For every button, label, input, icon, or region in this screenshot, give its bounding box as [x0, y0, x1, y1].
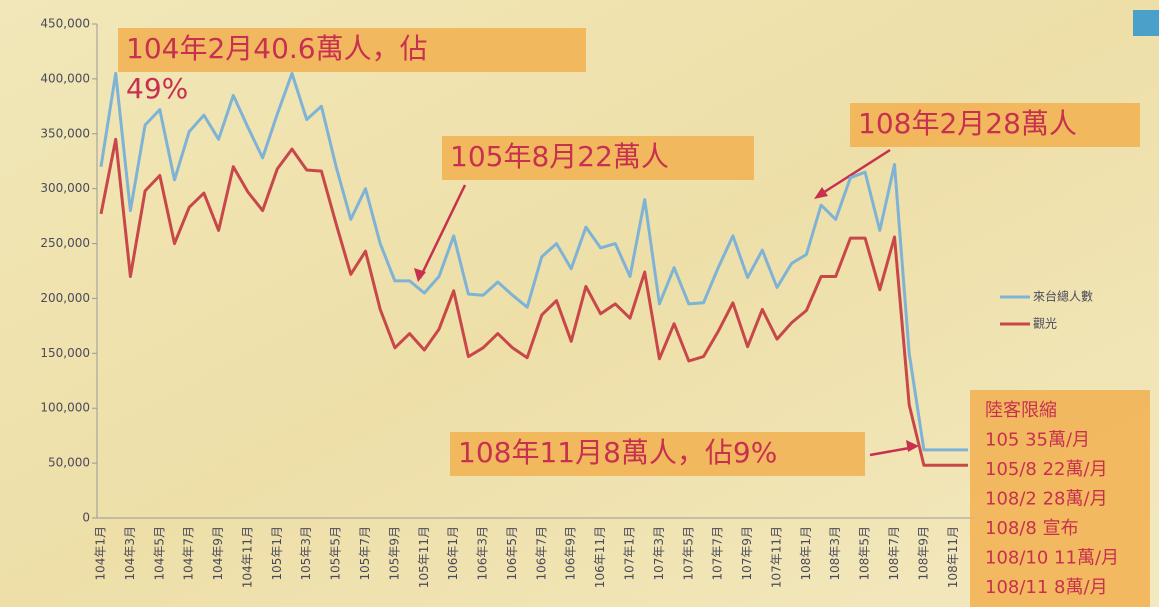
x-tick-label: 105年7月 [358, 526, 372, 581]
x-tick-label: 106年7月 [534, 526, 548, 581]
x-tick-label: 106年3月 [476, 526, 490, 581]
annotation-text: 105年8月22萬人 [450, 140, 669, 173]
annotation-box [850, 103, 1140, 147]
x-tick-label: 104年5月 [152, 526, 166, 581]
x-tick-label: 105年3月 [299, 526, 313, 581]
x-tick-label: 104年11月 [240, 526, 254, 588]
x-tick-label: 106年9月 [564, 526, 578, 581]
x-tick-label: 104年1月 [94, 526, 108, 581]
x-tick-label: 104年9月 [211, 526, 225, 581]
y-tick-label: 350,000 [40, 126, 90, 140]
x-tick-label: 106年1月 [446, 526, 460, 581]
note-text: 108/11 8萬/月 [985, 577, 1108, 598]
y-tick-label: 300,000 [40, 181, 90, 195]
annotation-text: 108年11月8萬人，佔9% [458, 436, 777, 469]
x-tick-label: 107年1月 [623, 526, 637, 581]
x-tick-label: 104年7月 [182, 526, 196, 581]
x-tick-label: 105年11月 [417, 526, 431, 588]
x-tick-label: 107年3月 [652, 526, 666, 581]
note-text: 108/10 11萬/月 [985, 548, 1119, 569]
x-tick-label: 106年5月 [505, 526, 519, 581]
legend-label: 觀光 [1033, 317, 1057, 331]
note-text: 陸客限縮 [985, 400, 1057, 421]
y-tick-label: 450,000 [40, 17, 90, 31]
note-text: 105/8 22萬/月 [985, 459, 1108, 480]
x-tick-label: 105年5月 [329, 526, 343, 581]
x-tick-label: 108年5月 [858, 526, 872, 581]
x-tick-label: 107年7月 [711, 526, 725, 581]
note-text: 108/2 28萬/月 [985, 489, 1108, 510]
x-tick-label: 105年9月 [387, 526, 401, 581]
annotation-text: 49% [126, 72, 188, 105]
x-tick-label: 107年5月 [681, 526, 695, 581]
annotation-box [450, 432, 865, 476]
x-tick-label: 107年11月 [769, 526, 783, 588]
y-tick-label: 0 [82, 511, 90, 525]
x-tick-label: 105年1月 [270, 526, 284, 581]
x-tick-label: 108年3月 [828, 526, 842, 581]
series-line [99, 137, 968, 467]
x-tick-label: 108年7月 [887, 526, 901, 581]
x-tick-label: 106年11月 [593, 526, 607, 588]
x-tick-label: 104年3月 [123, 526, 137, 581]
legend-label: 來台總人數 [1033, 289, 1093, 304]
annotation-box [118, 28, 586, 72]
note-text: 108/8 宣布 [985, 518, 1079, 539]
y-tick-label: 400,000 [40, 71, 90, 85]
y-tick-label: 150,000 [40, 346, 90, 360]
corner-tab [1133, 10, 1159, 36]
x-tick-label: 108年1月 [799, 526, 813, 581]
note-text: 105 35萬/月 [985, 430, 1090, 451]
x-tick-label: 107年9月 [740, 526, 754, 581]
x-tick-label: 108年11月 [946, 526, 960, 588]
arrowheads [414, 187, 919, 452]
y-tick-label: 50,000 [48, 456, 90, 470]
series-line [99, 71, 968, 452]
note-box [970, 390, 1150, 607]
annotation-text: 108年2月28萬人 [858, 107, 1077, 140]
annotation-box [442, 136, 754, 180]
y-tick-label: 250,000 [40, 236, 90, 250]
x-tick-label: 108年9月 [916, 526, 930, 581]
annotation-text: 104年2月40.6萬人，佔 [126, 32, 428, 65]
y-tick-label: 100,000 [40, 401, 90, 415]
y-tick-label: 200,000 [40, 291, 90, 305]
